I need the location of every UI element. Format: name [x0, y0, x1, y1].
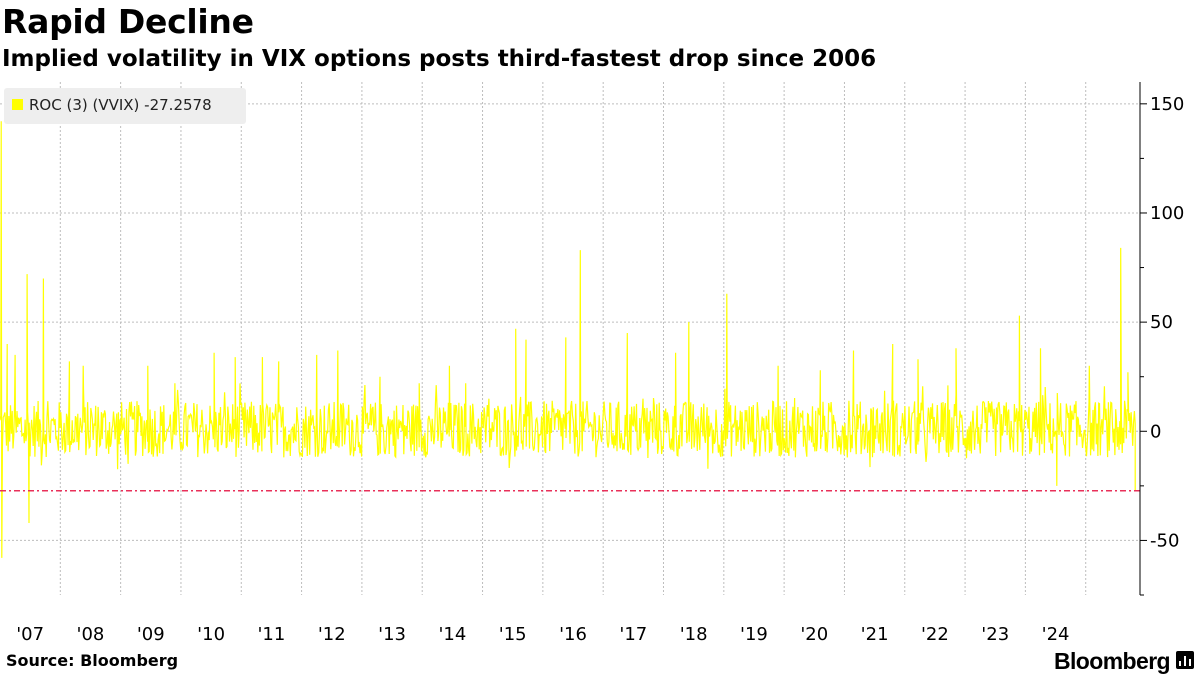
legend-label: ROC (3) (VVIX) -27.2578: [29, 96, 212, 114]
y-tick-label: 150: [1150, 94, 1184, 115]
x-tick-label: '24: [1042, 624, 1070, 645]
x-tick-label: '21: [861, 624, 889, 645]
x-tick-label: '11: [257, 624, 285, 645]
x-tick-label: '19: [740, 624, 768, 645]
legend-swatch: [12, 99, 23, 110]
series-roc-vvix: [0, 121, 1136, 558]
bar-chart-icon: [1176, 651, 1194, 669]
series-line: [0, 121, 1136, 558]
y-tick-label: 50: [1150, 312, 1173, 333]
x-tick-label: '20: [800, 624, 828, 645]
x-tick-label: '18: [680, 624, 708, 645]
bloomberg-logo: Bloomberg: [1054, 648, 1171, 674]
y-tick-label: 100: [1150, 203, 1184, 224]
x-tick-label: '14: [438, 624, 466, 645]
y-tick-label: 0: [1150, 421, 1161, 442]
x-tick-label: '16: [559, 624, 587, 645]
x-tick-label: '17: [619, 624, 647, 645]
chart-subtitle: Implied volatility in VIX options posts …: [2, 46, 877, 72]
x-tick-label: '09: [137, 624, 165, 645]
legend-box: [4, 88, 246, 124]
source-note: Source: Bloomberg: [6, 651, 179, 670]
x-tick-label: '10: [197, 624, 225, 645]
chart-title: Rapid Decline: [2, 2, 254, 41]
x-tick-label: '22: [921, 624, 949, 645]
x-tick-label: '13: [378, 624, 406, 645]
x-tick-label: '15: [499, 624, 527, 645]
y-axis: 150 100 50 0 -50: [1139, 82, 1184, 596]
x-tick-label: '07: [16, 624, 44, 645]
x-tick-label: '23: [981, 624, 1009, 645]
legend: ROC (3) (VVIX) -27.2578: [4, 88, 246, 124]
x-tick-label: '12: [318, 624, 346, 645]
x-axis: '07 '08 '09 '10 '11 '12 '13 '14 '15 '16 '17 '18 '19 '…: [16, 624, 1069, 645]
gridlines: [0, 82, 1140, 595]
y-tick-label: -50: [1150, 530, 1179, 551]
x-tick-label: '08: [77, 624, 105, 645]
